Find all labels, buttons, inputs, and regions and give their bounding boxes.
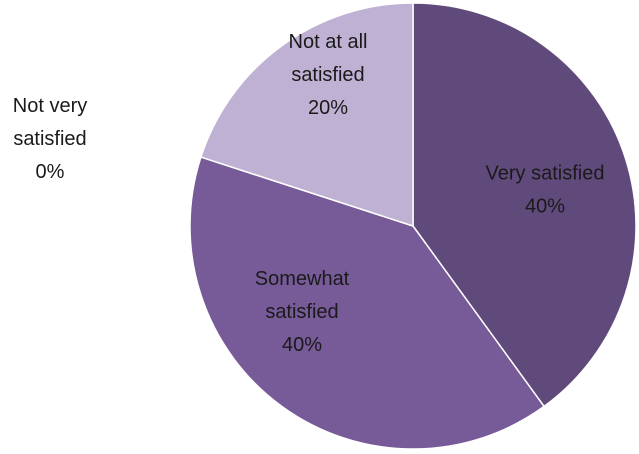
data-label-percent: 20% xyxy=(308,97,348,119)
data-label-percent: 40% xyxy=(282,334,322,356)
pie-slices xyxy=(189,2,637,450)
data-label-somewhat-satisfied: Somewhat satisfied 40% xyxy=(255,268,350,356)
data-label-category: Not at all xyxy=(289,31,368,53)
data-label-very-satisfied: Very satisfied 40% xyxy=(486,163,605,218)
data-label-not-very-satisfied: Not very satisfied 0% xyxy=(13,95,87,183)
pie-slice-very-satisfied xyxy=(412,2,637,408)
data-label-not-at-all-satisfied: Not at all satisfied 20% xyxy=(289,31,368,119)
data-label-category: Very satisfied xyxy=(486,163,605,185)
pie-slice-somewhat-satisfied xyxy=(189,156,545,450)
data-label-category: Somewhat xyxy=(255,268,350,290)
data-label-percent: 0% xyxy=(36,161,65,183)
data-label-category: satisfied xyxy=(291,64,364,86)
pie-data-labels: Very satisfied 40% Somewhat satisfied 40% Not… xyxy=(13,31,605,356)
pie-slice-not-at-all-satisfied xyxy=(200,2,414,227)
data-label-category: satisfied xyxy=(13,128,86,150)
data-label-percent: 40% xyxy=(525,196,565,218)
data-label-category: Not very xyxy=(13,95,87,117)
data-label-category: satisfied xyxy=(265,301,338,323)
